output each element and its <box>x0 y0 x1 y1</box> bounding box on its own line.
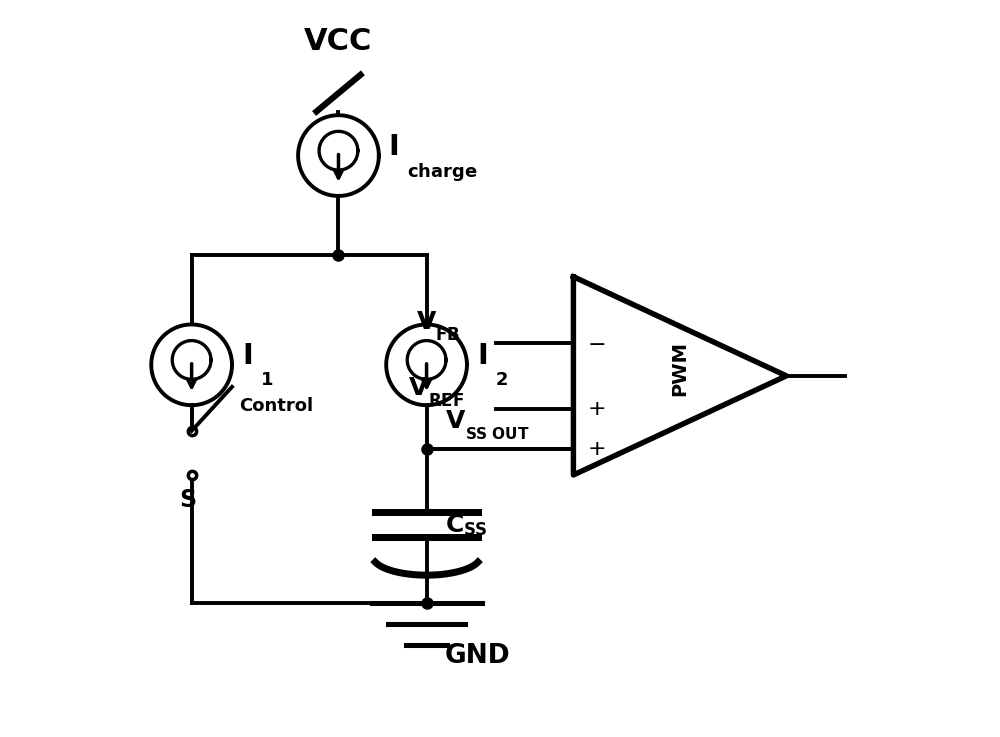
Text: $\mathbf{REF}$: $\mathbf{REF}$ <box>428 391 464 410</box>
Text: $+$: $+$ <box>587 399 605 419</box>
Text: Control: Control <box>239 397 313 415</box>
Text: $\mathbf{1}$: $\mathbf{1}$ <box>260 371 273 388</box>
Text: $\mathbf{charge}$: $\mathbf{charge}$ <box>407 161 478 184</box>
Text: $\mathbf{FB}$: $\mathbf{FB}$ <box>435 326 460 343</box>
Text: $\mathbf{V}$: $\mathbf{V}$ <box>416 310 437 334</box>
Text: GND: GND <box>445 643 511 669</box>
Text: $+$: $+$ <box>587 439 605 459</box>
Text: PWM: PWM <box>670 341 689 396</box>
Text: $\mathbf{I}$: $\mathbf{I}$ <box>477 342 487 370</box>
Text: $\mathbf{SS}$: $\mathbf{SS}$ <box>463 521 488 539</box>
Text: VCC: VCC <box>304 27 373 57</box>
Text: $\mathbf{V}$: $\mathbf{V}$ <box>445 409 466 433</box>
Text: $-$: $-$ <box>587 333 605 353</box>
Text: $\mathbf{I}$: $\mathbf{I}$ <box>242 342 252 370</box>
Text: $\mathbf{2}$: $\mathbf{2}$ <box>495 371 508 388</box>
Text: $\mathbf{V}$: $\mathbf{V}$ <box>408 376 429 400</box>
Text: $\mathbf{C}$: $\mathbf{C}$ <box>445 512 464 537</box>
Text: S: S <box>179 488 197 512</box>
Text: $\mathbf{I}$: $\mathbf{I}$ <box>388 133 399 161</box>
Text: $\mathbf{SS\ OUT}$: $\mathbf{SS\ OUT}$ <box>465 426 529 442</box>
